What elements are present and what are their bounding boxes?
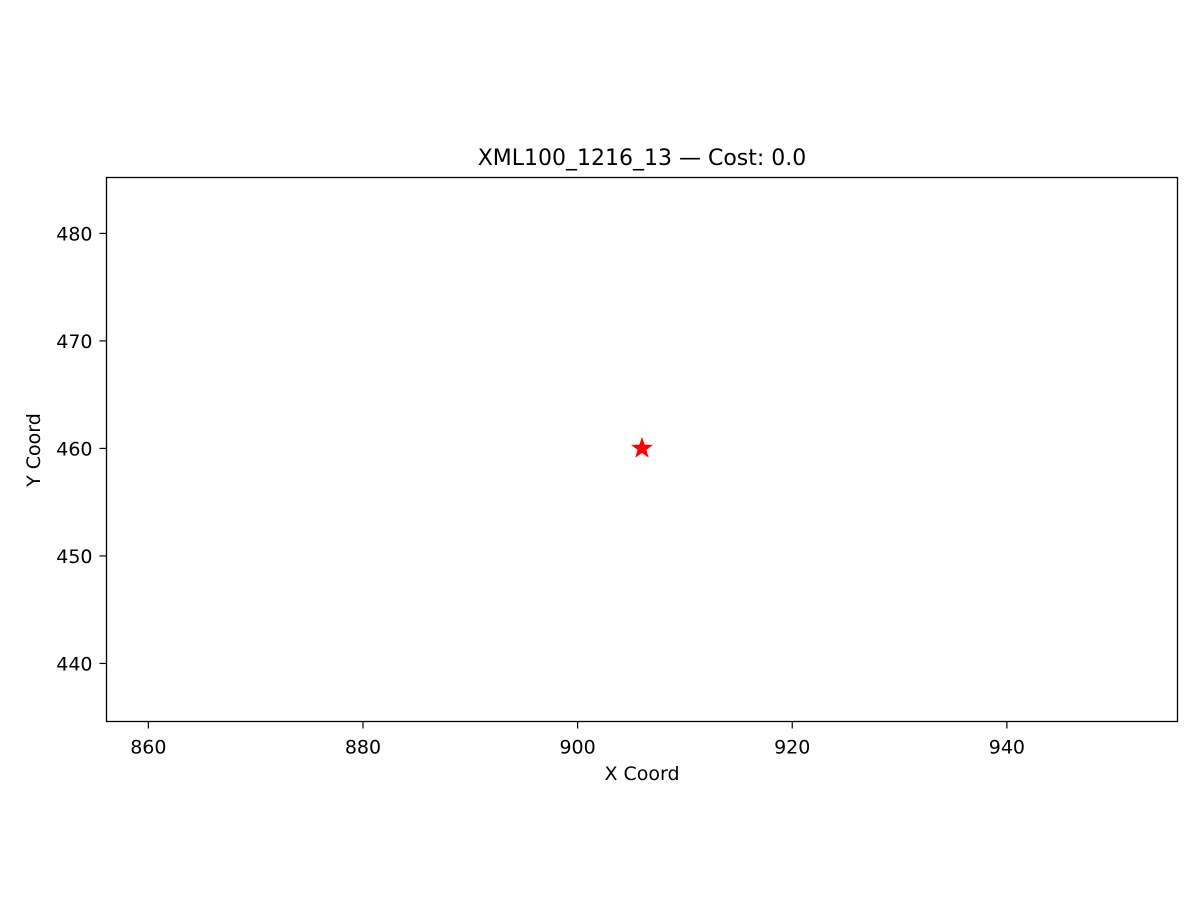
x-tick-label: 880 [345,737,381,759]
chart-title: XML100_1216_13 — Cost: 0.0 [478,146,807,171]
x-tick-label: 940 [989,737,1025,759]
y-axis-ticks: 440 450 460 470 480 [56,223,107,675]
x-axis-ticks: 860 880 900 920 940 [130,721,1025,759]
plot-frame [105,176,1179,723]
star-marker [631,436,653,458]
x-tick-label: 920 [774,737,810,759]
x-axis-label: X Coord [604,763,679,785]
data-points [631,436,653,458]
x-tick-label: 900 [559,737,595,759]
y-tick-label: 470 [56,331,92,353]
y-axis-label: Y Coord [23,413,45,488]
y-tick-label: 450 [56,546,92,568]
y-tick-label: 480 [56,223,92,245]
x-tick-label: 860 [130,737,166,759]
y-tick-label: 460 [56,438,92,460]
y-tick-label: 440 [56,653,92,675]
